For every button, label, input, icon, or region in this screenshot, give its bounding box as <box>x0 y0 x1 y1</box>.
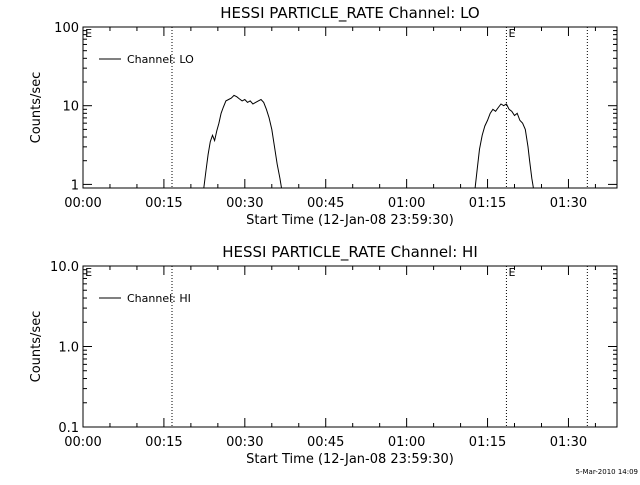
chart1-plot-frame <box>82 26 618 189</box>
chart1-xtick-label: 01:00 <box>388 196 425 211</box>
chart2-annotation: E <box>509 266 516 279</box>
chart1-title: HESSI PARTICLE_RATE Channel: LO <box>220 4 479 23</box>
chart2-xtick-label: 01:15 <box>469 435 506 450</box>
chart1-xtick-label: 00:00 <box>64 196 101 211</box>
chart1-series-line <box>474 103 534 188</box>
chart2-xtick-label: 00:30 <box>226 435 263 450</box>
chart1-series-line <box>203 94 282 188</box>
chart2-title: HESSI PARTICLE_RATE Channel: HI <box>222 243 478 262</box>
footer-timestamp: 5-Mar-2010 14:09 <box>576 468 638 476</box>
chart1-annotation: E <box>509 27 516 40</box>
chart2-ylabel: Counts/sec <box>29 311 44 383</box>
chart1-xtick-label: 01:15 <box>469 196 506 211</box>
chart1-xtick-label: 01:30 <box>550 196 587 211</box>
chart1-ytick-label: 10 <box>62 100 79 115</box>
chart2-ytick-label: 10.0 <box>50 260 79 275</box>
chart2-plot-frame <box>82 265 618 428</box>
chart2-ytick-label: 1.0 <box>58 341 79 356</box>
chart1-annotation: E <box>85 27 92 40</box>
chart2-xtick-label: 00:45 <box>307 435 344 450</box>
chart1-xtick-label: 00:45 <box>307 196 344 211</box>
chart1-xtick-label: 00:30 <box>226 196 263 211</box>
chart2-xtick-label: 00:00 <box>64 435 101 450</box>
chart2-xtick-label: 01:00 <box>388 435 425 450</box>
chart1-panel: HESSI PARTICLE_RATE Channel: LO Counts/se… <box>29 4 618 228</box>
chart1-xlabel: Start Time (12-Jan-08 23:59:30) <box>246 213 454 228</box>
chart2-xtick-label: 01:30 <box>550 435 587 450</box>
chart1-legend-label: Channel: LO <box>127 53 194 66</box>
chart2-panel: HESSI PARTICLE_RATE Channel: HI Counts/se… <box>29 243 618 467</box>
chart2-xtick-label: 00:15 <box>145 435 182 450</box>
chart1-ytick-label: 100 <box>54 21 79 36</box>
chart1-ytick-label: 1 <box>71 178 79 193</box>
chart2-xlabel: Start Time (12-Jan-08 23:59:30) <box>246 452 454 467</box>
chart2-ytick-label: 0.1 <box>58 421 79 436</box>
chart2-legend-label: Channel: HI <box>127 292 191 305</box>
chart2-annotation: E <box>85 266 92 279</box>
chart1-xtick-label: 00:15 <box>145 196 182 211</box>
chart1-ylabel: Counts/sec <box>29 72 44 144</box>
